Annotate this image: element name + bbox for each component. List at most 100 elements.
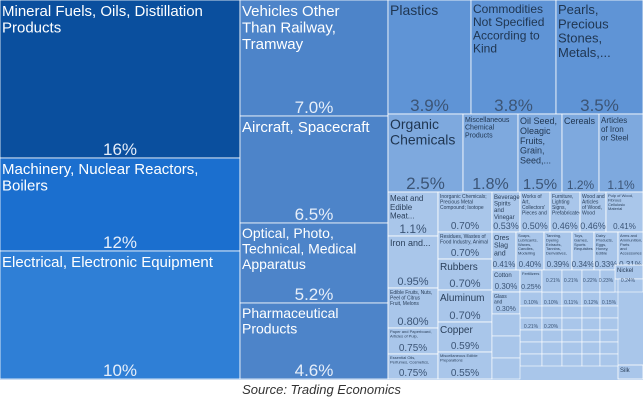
treemap-tile: Edible Fruits, Nuts, Peel of Citrus Fruit,… — [387, 287, 439, 329]
treemap-tile: Works of Art, Collectors' Pieces and 0.50% — [519, 191, 551, 233]
treemap-tile: Machinery, Nuclear Reactors, Boilers 12% — [0, 157, 241, 252]
treemap-tile: Tanning, Dyeing Extracts, Tannins, Derivativ… — [543, 231, 573, 271]
treemap-tile-label: Silk — [620, 368, 631, 374]
treemap-tile-rect — [555, 0, 643, 115]
treemap-tile-value: 3.9% — [410, 96, 449, 115]
treemap-tile-label: Machinery, Nuclear Reactors, Boilers — [2, 161, 198, 195]
treemap-tile-rect — [470, 0, 557, 115]
treemap-small-tile — [561, 341, 583, 355]
treemap-small-value: 0.15% — [602, 300, 617, 306]
treemap-tile-label: Glass and — [494, 294, 507, 306]
treemap-tile-value: 0.95% — [397, 276, 428, 288]
treemap-tile: Mineral Fuels, Oils, Distillation Product… — [0, 0, 241, 159]
treemap-tile-rect — [491, 231, 517, 271]
treemap-tile: Pharmaceutical Products 4.6% — [239, 302, 389, 380]
treemap-tile-value: 0.75% — [399, 368, 427, 379]
treemap-tile: Ores Slag and 0.41% — [491, 231, 517, 271]
treemap-small-tile — [581, 341, 601, 355]
treemap-tile-value: 0.39% — [547, 260, 570, 269]
treemap-tile-label: Aluminum — [440, 293, 484, 304]
treemap-tile-label: Iron and... — [390, 238, 431, 248]
treemap-tile-value: 0.50% — [522, 221, 548, 231]
treemap-small-tile — [617, 278, 643, 293]
treemap-tile-value: 16% — [103, 140, 137, 159]
treemap-tile-label: Fertilizers — [522, 271, 539, 276]
treemap-tile-value: 5.2% — [295, 285, 334, 304]
treemap-tile-label: Works of Art, Collectors' Pieces and — [522, 194, 547, 217]
treemap-small-tile — [491, 313, 521, 337]
treemap-small-value: 0.21% — [524, 324, 539, 330]
treemap-tile-rect — [519, 191, 551, 233]
treemap-tile: Silk — [617, 364, 643, 380]
treemap-small-tile — [599, 305, 619, 319]
treemap-tile-label: Rubbers — [440, 262, 478, 273]
treemap-small-tile — [599, 353, 619, 367]
treemap-tile-value: 0.31% — [619, 260, 642, 269]
treemap-tile-rect — [387, 191, 439, 237]
treemap-small-tile — [519, 353, 543, 367]
treemap-tile-value: 0.30% — [496, 306, 516, 313]
treemap-tile-label: Meat and Edible Meat... — [390, 194, 423, 221]
treemap-tile-rect — [0, 250, 241, 380]
treemap-tile-value: 0.41% — [613, 222, 636, 231]
treemap-small-tile — [599, 269, 616, 293]
treemap-tile: Optical, Photo, Technical, Medical Apparat… — [239, 222, 389, 304]
treemap-tile-label: Vehicles Other Than Railway, Tramway — [242, 3, 340, 53]
treemap-tile: Inorganic Chemicals; Precious Metal Compou… — [437, 191, 493, 233]
treemap-tile-rect — [579, 191, 607, 233]
treemap-tile-rect — [387, 235, 439, 289]
treemap-tile-label: Oil Seed, Oleagic Fruits, Grain, Seed,... — [520, 116, 557, 166]
treemap-tile-value: 3.5% — [580, 96, 619, 115]
treemap-tile-value: 0.53% — [493, 221, 519, 231]
treemap-tile-label: Aircraft, Spacecraft — [242, 119, 370, 136]
treemap-small-tile — [519, 341, 543, 355]
treemap-small-value: 0.12% — [584, 300, 599, 306]
treemap-tile-value: 1.5% — [523, 176, 557, 193]
treemap-small-value: 0.22% — [583, 278, 598, 284]
treemap-tile-label: Commodities Not Specified According to Kind — [473, 2, 544, 56]
treemap-tile-label: Residues, Wastes of Food Industry, Animal — [440, 234, 488, 246]
treemap-tile-value: 1.1% — [399, 222, 427, 236]
treemap-small-tile — [491, 357, 521, 380]
treemap-tile-rect — [239, 0, 389, 117]
treemap-small-tile — [599, 341, 619, 355]
treemap-small-tile — [541, 341, 563, 355]
treemap-tile-value: 1.2% — [567, 178, 595, 192]
treemap-small-tile — [561, 329, 583, 343]
treemap-tile: Cereals 1.2% — [561, 113, 600, 193]
treemap-tile-rect — [239, 302, 389, 380]
treemap-tile: Rubbers 0.70% — [437, 258, 493, 291]
treemap-tile-label: Cotton — [494, 273, 512, 279]
treemap-small-tile — [541, 329, 563, 343]
treemap-tile-rect — [437, 351, 493, 380]
treemap-tile-value: 7.0% — [295, 98, 334, 117]
treemap-tile-label: Ores Slag and — [494, 235, 510, 257]
treemap-small-tile — [519, 329, 543, 343]
treemap-tile-value: 4.6% — [295, 361, 334, 380]
treemap-tile-value: 0.34% — [572, 260, 595, 269]
treemap-tile-value: 10% — [103, 361, 137, 380]
treemap-small-value: 0.21% — [546, 278, 561, 284]
treemap-tile-label: Edible Fruits, Nuts, Peel of Citrus Fruit,… — [390, 290, 432, 307]
treemap-tile-value: 0.46% — [552, 221, 578, 231]
treemap-tile-value: 12% — [103, 233, 137, 252]
treemap-tile-label: Toys, Games, Sports Requisites — [574, 233, 593, 251]
treemap-tile-value: 3.8% — [494, 96, 533, 115]
treemap-tile: Copper 0.59% — [437, 321, 493, 353]
treemap-small-value: 0.21% — [564, 278, 579, 284]
treemap-tile-label: Pearls, Precious Stones, Metals,... — [558, 2, 611, 60]
treemap-small-tile — [561, 305, 583, 319]
treemap-small-tile — [599, 329, 619, 343]
treemap-small-tile — [561, 317, 583, 331]
treemap-tile-rect — [0, 0, 241, 159]
treemap-tile: Toys, Games, Sports Requisites 0.34% — [571, 231, 595, 271]
treemap-tile-label: Plastics — [390, 2, 438, 18]
treemap-small-value: 0.10% — [524, 300, 539, 306]
treemap-tile-label: Tanning, Dyeing Extracts, Tannins, Derivativ… — [546, 233, 567, 256]
treemap-tile: Pearls, Precious Stones, Metals,... 3.5% — [555, 0, 643, 115]
treemap-tile-label: Soaps, Lubricants, Waxes, Candles, Modelling — [518, 233, 538, 256]
treemap-tile-value: 0.33% — [595, 260, 618, 269]
treemap-tile-value: 0.30% — [495, 282, 518, 291]
treemap-tile: Articles of Iron or Steel 1.1% — [598, 113, 643, 193]
treemap-tile-value: 0.25% — [521, 284, 541, 291]
